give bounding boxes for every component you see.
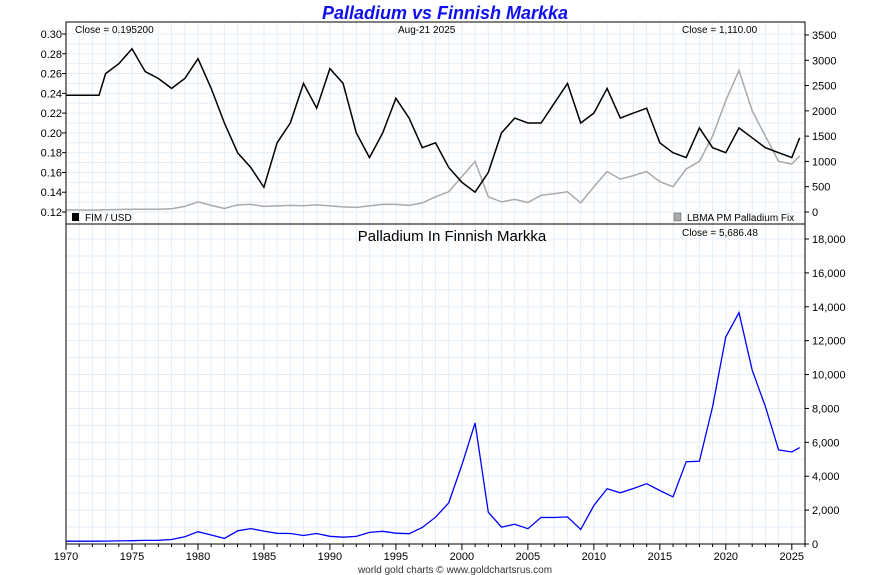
y-tick-label-lower: 4,000 [812, 471, 840, 483]
marks [66, 47, 801, 542]
y-tick-label-lower: 18,000 [812, 234, 846, 246]
x-tick-label: 2000 [450, 551, 474, 563]
y-tick-label-lower: 10,000 [812, 370, 846, 382]
y-tick-label-lower: 0 [812, 539, 818, 551]
x-tick-label: 2020 [714, 551, 738, 563]
y-tick-label-left: 0.24 [41, 88, 62, 100]
y-tick-label-lower: 16,000 [812, 268, 846, 280]
footer-credit: world gold charts © www.goldchartsrus.co… [357, 565, 552, 575]
y-tick-label-left: 0.18 [41, 148, 62, 160]
left-close-label: Close = 0.195200 [75, 25, 154, 36]
legend-palladium: LBMA PM Palladium Fix [687, 213, 794, 224]
x-tick-label: 1995 [384, 551, 408, 563]
y-tick-label-lower: 8,000 [812, 403, 840, 415]
x-tick-label: 1975 [120, 551, 144, 563]
right-close-label: Close = 1,110.00 [682, 25, 758, 36]
y-tick-label-right: 1000 [812, 156, 836, 168]
y-tick-label-left: 0.30 [41, 29, 62, 41]
x-tick-label: 2005 [516, 551, 540, 563]
y-tick-label-left: 0.14 [41, 187, 62, 199]
y-tick-label-left: 0.28 [41, 49, 62, 61]
y-tick-label-lower: 6,000 [812, 437, 840, 449]
x-tick-label: 2025 [780, 551, 804, 563]
y-tick-label-lower: 14,000 [812, 302, 846, 314]
y-tick-label-lower: 2,000 [812, 505, 840, 517]
x-tick-label: 1970 [54, 551, 78, 563]
x-tick-label: 2010 [582, 551, 606, 563]
y-tick-label-right: 2000 [812, 106, 836, 118]
grid [65, 22, 806, 545]
y-tick-label-right: 0 [812, 207, 818, 219]
chart-title: Palladium vs Finnish Markka [322, 3, 568, 23]
y-tick-label-right: 500 [812, 182, 830, 194]
y-tick-label-lower: 12,000 [812, 336, 846, 348]
legend-swatch-fim [72, 213, 79, 221]
x-tick-label: 1990 [318, 551, 342, 563]
y-tick-label-left: 0.20 [41, 128, 62, 140]
y-tick-label-left: 0.26 [41, 69, 62, 81]
x-tick-label: 1980 [186, 551, 210, 563]
date-label: Aug-21 2025 [398, 25, 456, 36]
y-tick-label-right: 1500 [812, 131, 836, 143]
series-line-palladium-usd [66, 68, 801, 211]
y-tick-label-left: 0.16 [41, 167, 62, 179]
axes: 0.30 0.28 0.26 0.24 0.22 0.20 0.18 0.16 0.14 0.12… [41, 29, 846, 563]
y-tick-label-left: 0.12 [41, 207, 62, 219]
x-tick-label: 1985 [252, 551, 276, 563]
legend-fim: FIM / USD [85, 213, 132, 224]
lower-close-label: Close = 5,686.48 [682, 228, 758, 239]
y-tick-label-left: 0.22 [41, 108, 62, 120]
y-tick-label-right: 3000 [812, 55, 836, 67]
series-line-fim-usd [66, 47, 801, 194]
y-tick-label-right: 3500 [812, 30, 836, 42]
x-tick-label: 2015 [648, 551, 672, 563]
series-line-palladium-fim [66, 310, 801, 542]
legend-swatch-palladium [673, 212, 682, 222]
lower-panel-title: Palladium In Finnish Markka [358, 228, 547, 245]
y-tick-label-right: 2500 [812, 81, 836, 93]
